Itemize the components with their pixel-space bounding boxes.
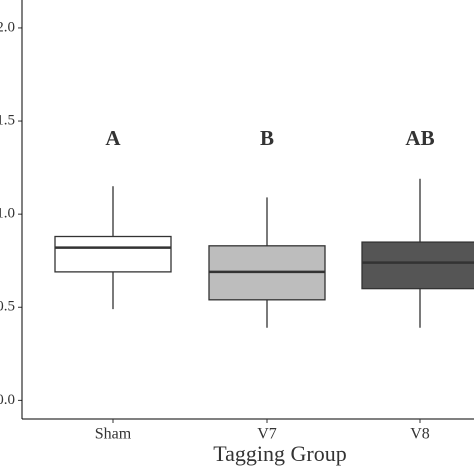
annotation: B bbox=[260, 126, 274, 150]
annotation: AB bbox=[405, 126, 434, 150]
y-tick-label: 0.5 bbox=[0, 299, 15, 315]
y-tick-label: 1.5 bbox=[0, 112, 15, 128]
box bbox=[54, 235, 172, 273]
x-axis-label: Tagging Group bbox=[213, 441, 347, 466]
x-tick-label: V8 bbox=[410, 426, 430, 443]
annotation: A bbox=[105, 126, 121, 150]
box bbox=[361, 241, 474, 290]
y-tick-label: 2.0 bbox=[0, 19, 15, 35]
y-tick-label: 1.0 bbox=[0, 206, 15, 222]
y-tick-label: 0.0 bbox=[0, 392, 15, 408]
x-tick-label: V7 bbox=[257, 426, 277, 443]
x-tick-label: Sham bbox=[95, 426, 132, 443]
